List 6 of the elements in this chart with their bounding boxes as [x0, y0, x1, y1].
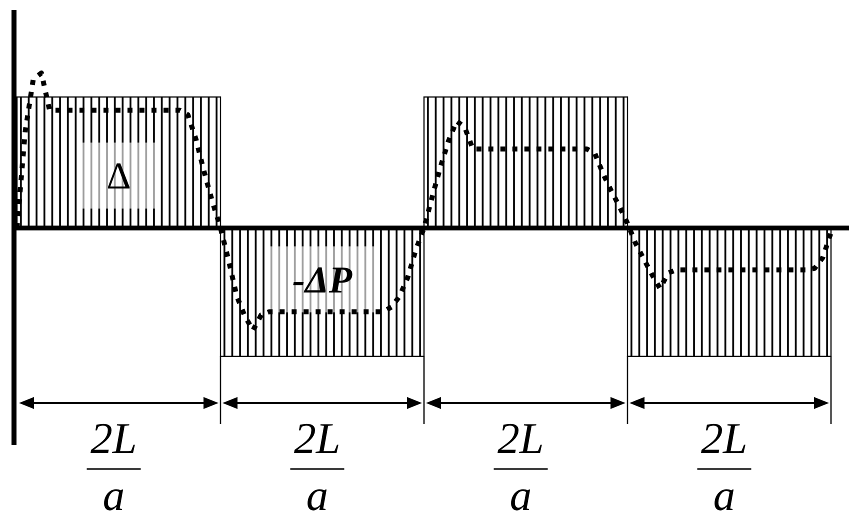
annotation: -ΔP	[292, 259, 353, 302]
x-tick-label: 2L a	[498, 414, 544, 516]
x-tick-label: 2L a	[294, 414, 340, 516]
annotation: Δ	[106, 156, 131, 198]
x-tick-label: 2L a	[90, 414, 137, 516]
x-tick-label: 2L a	[701, 414, 748, 516]
